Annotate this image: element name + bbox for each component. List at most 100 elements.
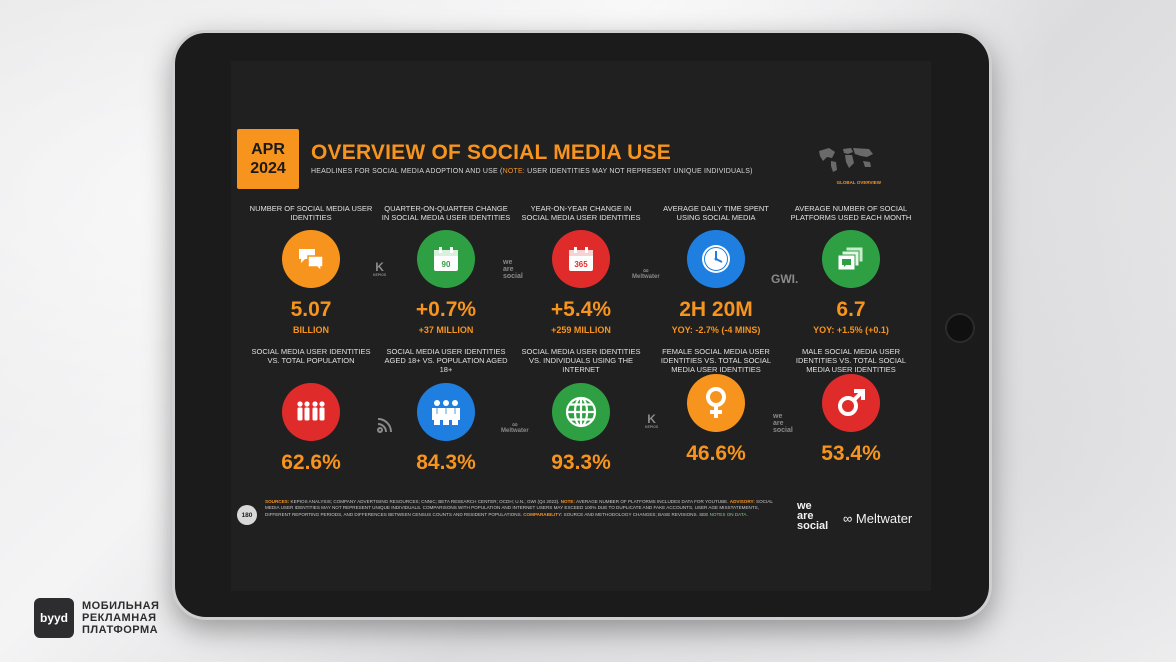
svg-text:365: 365 bbox=[574, 260, 588, 269]
stat-label: SOCIAL MEDIA USER IDENTITIES vs. TOTAL P… bbox=[251, 347, 371, 365]
meltwater-logo: ∞ Meltwater bbox=[632, 267, 660, 281]
gwi-logo: GWI. bbox=[771, 272, 799, 286]
stat-label: NUMBER OF SOCIAL MEDIA USER IDENTITIES bbox=[249, 204, 373, 222]
kepios-mark: K bbox=[647, 412, 656, 426]
stat-sub: YOY: +1.5% (+0.1) bbox=[813, 325, 889, 335]
kepios-mark: K bbox=[375, 260, 384, 274]
globe-icon bbox=[552, 383, 610, 441]
stat-sub: +259 MILLION bbox=[551, 325, 611, 335]
sources-end: . bbox=[746, 511, 748, 517]
stat-label: FEMALE SOCIAL MEDIA USER IDENTITIES vs. … bbox=[660, 347, 772, 374]
we-are-social-logo-row2: we are social bbox=[773, 413, 793, 434]
stat-value: 5.07 bbox=[290, 298, 332, 321]
footer-meltwater-label: Meltwater bbox=[855, 511, 913, 526]
stat-value: +0.7% bbox=[415, 298, 477, 321]
was-line1: we bbox=[773, 413, 783, 420]
stat-label: SOCIAL MEDIA USER IDENTITIES vs. INDIVID… bbox=[521, 347, 641, 374]
was-line1: we bbox=[503, 259, 513, 266]
stat-yoy-change: YEAR-ON-YEAR CHANGE IN SOCIAL MEDIA USER… bbox=[516, 204, 646, 335]
byyd-tagline-line1: МОБИЛЬНАЯ bbox=[82, 600, 160, 612]
advisory-body: SOCIAL MEDIA USER IDENTITIES MAY NOT REP… bbox=[265, 499, 773, 517]
kepios-label: KEPIOS bbox=[645, 425, 659, 429]
stat-value: 46.6% bbox=[686, 442, 746, 465]
female-symbol-icon bbox=[687, 374, 745, 432]
date-badge: APR 2024 bbox=[237, 129, 299, 189]
byyd-tagline-line2: РЕКЛАМНАЯ bbox=[82, 612, 157, 624]
crowd-icon bbox=[282, 383, 340, 441]
date-month: APR bbox=[251, 141, 285, 158]
stacked-windows-icon bbox=[822, 230, 880, 288]
sources-body: KEPIOS ANALYSIS; COMPANY ADVERTISING RES… bbox=[289, 499, 561, 504]
stat-user-identities: NUMBER OF SOCIAL MEDIA USER IDENTITIES 5… bbox=[246, 204, 376, 335]
tablet-frame: APR 2024 OVERVIEW OF SOCIAL MEDIA USE HE… bbox=[172, 30, 992, 620]
adults-icon bbox=[417, 383, 475, 441]
we-are-social-logo: we are social bbox=[503, 259, 523, 280]
kepios-logo: K KEPIOS bbox=[373, 261, 386, 277]
footer-was-line1: we bbox=[797, 500, 812, 512]
speech-bubbles-icon bbox=[282, 230, 340, 288]
meltwater-label: Meltwater bbox=[632, 274, 660, 280]
comparability-body: SOURCE AND METHODOLOGY CHANGES; BASE REV… bbox=[562, 511, 710, 517]
sources-text: SOURCES: KEPIOS ANALYSIS; COMPANY ADVERT… bbox=[265, 499, 785, 518]
stat-sub: YOY: -2.7% (-4 MINS) bbox=[671, 325, 761, 335]
footer-meltwater-logo: ∞ Meltwater bbox=[843, 511, 912, 526]
calendar-90-icon: 90 bbox=[417, 230, 475, 288]
stat-vs-internet-users: SOCIAL MEDIA USER IDENTITIES vs. INDIVID… bbox=[516, 347, 646, 475]
stat-value: +5.4% bbox=[550, 298, 612, 321]
stat-sub: +37 MILLION bbox=[418, 325, 474, 335]
byyd-tagline-line3: ПЛАТФОРМА bbox=[82, 624, 159, 636]
subtitle-prefix: HEADLINES FOR SOCIAL MEDIA ADOPTION AND … bbox=[311, 168, 503, 175]
stat-value: 53.4% bbox=[821, 442, 881, 465]
stat-value: 6.7 bbox=[836, 298, 866, 321]
stat-platforms-count: AVERAGE NUMBER OF SOCIAL PLATFORMS USED … bbox=[786, 204, 916, 335]
stat-value: 93.3% bbox=[551, 451, 611, 474]
meltwater-logo-row2: ∞ Meltwater bbox=[501, 421, 529, 435]
map-label: GLOBAL OVERVIEW bbox=[836, 180, 881, 185]
meltwater-mark-icon: ∞ bbox=[642, 266, 649, 275]
stat-daily-time: AVERAGE DAILY TIME SPENT USING SOCIAL ME… bbox=[651, 204, 781, 335]
male-symbol-icon bbox=[822, 374, 880, 432]
world-map-icon bbox=[819, 148, 873, 172]
note-label: NOTE: bbox=[560, 499, 575, 504]
calendar-365-icon: 365 bbox=[552, 230, 610, 288]
was-line2: are bbox=[773, 420, 784, 427]
was-line2: are bbox=[503, 266, 514, 273]
byyd-brand: byyd МОБИЛЬНАЯ РЕКЛАМНАЯ ПЛАТФОРМА bbox=[34, 598, 159, 638]
advisory-label: ADVISORY: bbox=[729, 499, 755, 504]
notes-on-data-link[interactable]: NOTES ON DATA bbox=[709, 511, 747, 517]
stat-vs-population: SOCIAL MEDIA USER IDENTITIES vs. TOTAL P… bbox=[246, 347, 376, 475]
page-number: 180 bbox=[237, 505, 257, 525]
stat-male-share: MALE SOCIAL MEDIA USER IDENTITIES vs. TO… bbox=[786, 347, 916, 466]
footer-was-line3: social bbox=[797, 520, 829, 532]
kepios-logo-row2: K KEPIOS bbox=[645, 413, 658, 429]
stat-qoq-change: QUARTER-ON-QUARTER CHANGE IN SOCIAL MEDI… bbox=[381, 204, 511, 335]
stat-sub: BILLION bbox=[293, 325, 329, 335]
stat-value: 84.3% bbox=[416, 451, 476, 474]
slide-screen: APR 2024 OVERVIEW OF SOCIAL MEDIA USE HE… bbox=[231, 61, 931, 591]
home-button[interactable] bbox=[945, 313, 975, 343]
subtitle-suffix: USER IDENTITIES MAY NOT REPRESENT UNIQUE… bbox=[524, 168, 753, 175]
stat-label: YEAR-ON-YEAR CHANGE IN SOCIAL MEDIA USER… bbox=[521, 204, 641, 222]
page-title: OVERVIEW OF SOCIAL MEDIA USE bbox=[311, 141, 671, 164]
stat-label: AVERAGE NUMBER OF SOCIAL PLATFORMS USED … bbox=[790, 204, 912, 222]
note-body: AVERAGE NUMBER OF PLATFORMS INCLUDES DAT… bbox=[574, 499, 730, 504]
stat-value: 2H 20M bbox=[679, 298, 753, 321]
comparability-label: COMPARABILITY: bbox=[523, 511, 563, 517]
meltwater-label: Meltwater bbox=[501, 428, 529, 434]
byyd-logo: byyd bbox=[34, 598, 74, 638]
stat-label: MALE SOCIAL MEDIA USER IDENTITIES vs. TO… bbox=[795, 347, 907, 374]
date-year: 2024 bbox=[250, 160, 286, 177]
stat-label: AVERAGE DAILY TIME SPENT USING SOCIAL ME… bbox=[663, 204, 769, 222]
stat-value: 62.6% bbox=[281, 451, 341, 474]
svg-text:90: 90 bbox=[442, 260, 451, 269]
byyd-tagline: МОБИЛЬНАЯ РЕКЛАМНАЯ ПЛАТФОРМА bbox=[82, 600, 159, 636]
stat-female-share: FEMALE SOCIAL MEDIA USER IDENTITIES vs. … bbox=[651, 347, 781, 466]
page-subtitle: HEADLINES FOR SOCIAL MEDIA ADOPTION AND … bbox=[311, 168, 753, 175]
stat-label: QUARTER-ON-QUARTER CHANGE IN SOCIAL MEDI… bbox=[381, 204, 511, 222]
subtitle-note: NOTE: bbox=[502, 168, 525, 175]
datareportal-icon bbox=[375, 417, 393, 437]
was-line3: social bbox=[503, 273, 523, 280]
footer-we-are-social-logo: we are social bbox=[797, 500, 829, 532]
was-line3: social bbox=[773, 427, 793, 434]
meltwater-mark-icon: ∞ bbox=[843, 511, 853, 526]
